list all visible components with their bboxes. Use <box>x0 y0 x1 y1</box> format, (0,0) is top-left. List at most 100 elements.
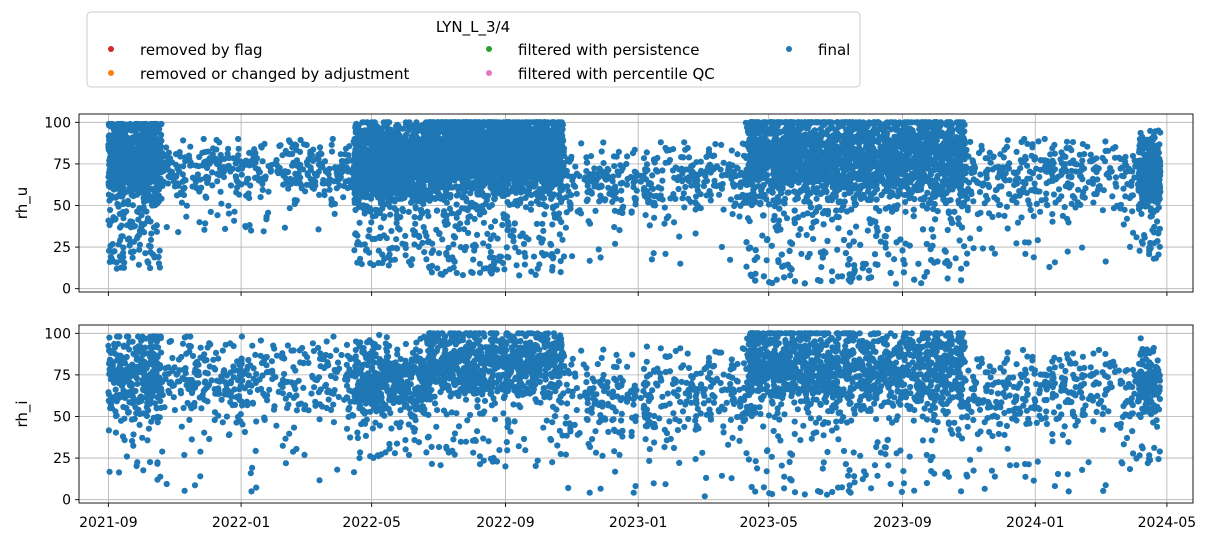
data-point <box>328 141 335 148</box>
data-point <box>504 227 511 234</box>
data-point <box>508 150 516 158</box>
data-point <box>159 178 166 185</box>
data-point <box>286 205 293 212</box>
data-point <box>491 218 499 225</box>
data-point <box>107 206 114 214</box>
data-point <box>204 176 212 183</box>
data-point <box>201 226 208 233</box>
data-point <box>166 155 174 162</box>
data-point <box>430 152 437 159</box>
data-point <box>515 134 523 141</box>
data-point <box>455 184 462 191</box>
data-point <box>328 148 336 155</box>
data-point <box>497 165 504 172</box>
data-point <box>402 252 409 259</box>
data-point <box>474 191 481 198</box>
data-point <box>315 226 322 233</box>
data-point <box>684 144 691 152</box>
data-point <box>497 129 504 137</box>
data-point <box>385 143 392 150</box>
data-point <box>522 253 529 260</box>
data-point <box>126 142 133 149</box>
data-point <box>458 205 465 212</box>
data-point <box>669 167 677 174</box>
data-point <box>486 170 493 177</box>
data-point <box>583 168 590 175</box>
data-point <box>503 126 510 133</box>
data-point <box>532 173 539 180</box>
data-point <box>148 139 155 146</box>
data-point <box>408 261 415 269</box>
data-point <box>618 187 625 194</box>
data-point <box>648 256 656 263</box>
data-point <box>481 209 488 216</box>
data-point <box>680 190 687 197</box>
rh-u-points <box>105 119 1164 287</box>
data-point <box>316 191 323 198</box>
data-point <box>478 183 486 190</box>
data-point <box>369 235 376 243</box>
data-point <box>265 188 272 195</box>
data-point <box>457 244 464 251</box>
data-point <box>537 194 544 201</box>
data-point <box>148 120 156 128</box>
data-point <box>477 130 484 137</box>
data-point <box>446 266 453 273</box>
data-point <box>470 256 477 263</box>
data-point <box>231 217 238 224</box>
data-point <box>136 241 143 248</box>
data-point <box>450 241 457 248</box>
data-point <box>337 151 344 158</box>
data-point <box>462 154 469 161</box>
data-point <box>193 185 200 192</box>
data-point <box>402 244 409 252</box>
data-point <box>504 253 511 260</box>
data-point <box>385 262 392 269</box>
data-point <box>139 171 146 179</box>
data-point <box>443 199 450 206</box>
data-point <box>403 136 410 143</box>
data-point <box>428 249 435 256</box>
data-point <box>433 226 440 233</box>
data-point <box>488 223 495 231</box>
data-point <box>345 152 352 159</box>
data-point <box>243 157 250 164</box>
data-point <box>609 198 616 205</box>
data-point <box>440 166 447 173</box>
data-point <box>174 165 181 172</box>
data-point <box>238 171 245 178</box>
data-point <box>379 139 386 146</box>
data-point <box>447 191 454 199</box>
data-point <box>137 184 144 191</box>
data-point <box>420 200 427 207</box>
data-point <box>500 140 507 147</box>
data-point <box>527 206 535 213</box>
data-point <box>378 182 385 189</box>
data-point <box>551 163 558 170</box>
data-point <box>729 211 736 218</box>
data-point <box>262 175 269 183</box>
data-point <box>108 181 115 188</box>
data-point <box>424 126 431 133</box>
data-point <box>424 150 431 157</box>
data-point <box>129 155 136 162</box>
data-point <box>662 250 669 257</box>
data-point <box>374 126 381 133</box>
data-point <box>540 227 547 234</box>
data-point <box>504 218 511 226</box>
data-point <box>351 185 358 192</box>
data-point <box>165 149 172 156</box>
data-point <box>155 253 162 261</box>
legend-marker-removed-by-flag <box>108 46 114 52</box>
data-point <box>225 202 232 209</box>
data-point <box>675 185 682 193</box>
data-point <box>555 158 562 165</box>
data-point <box>506 119 513 126</box>
data-point <box>595 246 602 253</box>
data-point <box>153 169 160 177</box>
data-point <box>393 220 400 227</box>
data-point <box>280 181 287 188</box>
data-point <box>259 186 266 193</box>
data-point <box>536 234 543 241</box>
data-point <box>459 272 466 279</box>
